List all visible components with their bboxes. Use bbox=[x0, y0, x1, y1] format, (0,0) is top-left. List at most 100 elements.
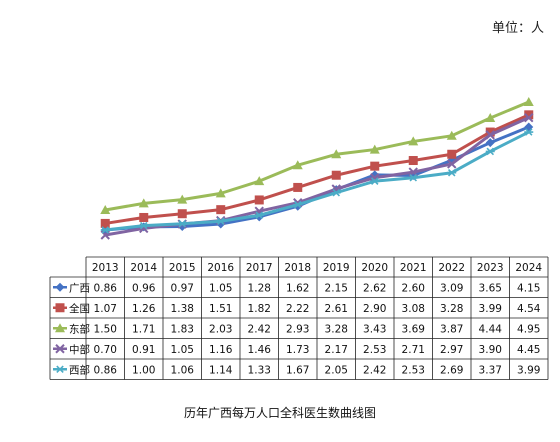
data-point bbox=[447, 149, 457, 159]
data-point bbox=[331, 188, 341, 197]
plot-area bbox=[100, 97, 534, 240]
data-label: 1.67 bbox=[286, 364, 309, 376]
data-label: 1.28 bbox=[248, 282, 271, 294]
legend-label: 西部 bbox=[69, 363, 90, 376]
data-label: 2.60 bbox=[402, 282, 425, 294]
data-point bbox=[485, 147, 495, 156]
data-label: 3.28 bbox=[325, 323, 348, 335]
data-label: 3.08 bbox=[402, 303, 425, 315]
data-point bbox=[100, 204, 111, 214]
data-point bbox=[485, 130, 495, 140]
data-point bbox=[370, 177, 380, 185]
data-label: 1.06 bbox=[171, 364, 195, 376]
data-point bbox=[100, 218, 110, 228]
data-point bbox=[138, 198, 149, 208]
data-point bbox=[215, 188, 226, 198]
x-tick-label: 2019 bbox=[323, 262, 350, 274]
series-line-3 bbox=[104, 100, 530, 212]
data-point bbox=[177, 194, 188, 204]
data-label: 4.15 bbox=[517, 282, 540, 294]
series-line-5 bbox=[105, 130, 530, 232]
data-point bbox=[254, 176, 265, 186]
data-label: 4.45 bbox=[517, 344, 540, 356]
legend-marker bbox=[55, 344, 65, 354]
unit-label: 单位：人 bbox=[492, 21, 544, 36]
data-label: 0.70 bbox=[94, 344, 117, 356]
data-point bbox=[523, 97, 534, 106]
x-tick-label: 2013 bbox=[92, 262, 119, 274]
data-label: 1.73 bbox=[286, 344, 309, 356]
data-label: 2.90 bbox=[363, 303, 386, 315]
data-point bbox=[254, 195, 264, 205]
data-point bbox=[370, 161, 380, 171]
data-point bbox=[216, 217, 226, 225]
data-label: 0.86 bbox=[94, 364, 118, 376]
data-label: 2.17 bbox=[325, 344, 348, 356]
data-label: 3.43 bbox=[363, 323, 386, 335]
data-label: 2.03 bbox=[209, 323, 232, 335]
data-label: 2.61 bbox=[325, 303, 348, 315]
data-point bbox=[216, 205, 226, 215]
x-tick-label: 2017 bbox=[246, 262, 273, 274]
data-label: 1.82 bbox=[248, 303, 271, 315]
data-point bbox=[177, 209, 187, 219]
data-label: 0.91 bbox=[132, 344, 155, 356]
x-tick-label: 2016 bbox=[207, 262, 234, 274]
data-point bbox=[139, 221, 149, 230]
data-label: 2.71 bbox=[402, 344, 425, 356]
data-point bbox=[254, 211, 264, 220]
data-label: 0.96 bbox=[132, 282, 156, 294]
data-point bbox=[524, 122, 534, 132]
data-label: 2.69 bbox=[440, 364, 463, 376]
data-point bbox=[485, 127, 495, 137]
data-point bbox=[485, 112, 496, 122]
data-point bbox=[293, 182, 303, 192]
data-label: 1.46 bbox=[248, 344, 272, 356]
data-point bbox=[292, 160, 303, 170]
data-label: 3.37 bbox=[479, 364, 502, 376]
data-label: 0.86 bbox=[94, 282, 118, 294]
legend-label: 中部 bbox=[69, 343, 90, 356]
data-label: 2.15 bbox=[325, 282, 348, 294]
data-label: 1.38 bbox=[171, 303, 194, 315]
data-label: 2.53 bbox=[402, 364, 425, 376]
data-point bbox=[177, 219, 187, 228]
x-tick-label: 2023 bbox=[477, 262, 504, 274]
data-label: 1.33 bbox=[248, 364, 271, 376]
data-label: 1.14 bbox=[209, 364, 233, 376]
series-line-2 bbox=[105, 113, 530, 225]
data-label: 3.99 bbox=[479, 303, 502, 315]
data-label: 1.00 bbox=[132, 364, 155, 376]
data-label: 1.07 bbox=[94, 303, 117, 315]
data-label: 3.28 bbox=[440, 303, 463, 315]
data-label: 2.42 bbox=[363, 364, 386, 376]
legend-label: 东部 bbox=[69, 322, 90, 335]
data-point bbox=[408, 136, 419, 146]
data-label: 2.05 bbox=[325, 364, 348, 376]
data-point bbox=[139, 212, 149, 222]
data-label: 1.16 bbox=[209, 344, 233, 356]
data-label: 1.71 bbox=[132, 323, 155, 335]
data-label: 3.65 bbox=[479, 282, 502, 294]
data-label: 2.53 bbox=[363, 344, 386, 356]
data-label: 4.44 bbox=[479, 323, 503, 335]
data-label: 4.95 bbox=[517, 323, 540, 335]
data-point bbox=[524, 110, 534, 120]
data-point bbox=[331, 170, 341, 180]
legend-label: 广西 bbox=[69, 282, 90, 294]
x-tick-label: 2015 bbox=[169, 262, 196, 274]
data-point bbox=[408, 156, 418, 166]
data-label: 3.90 bbox=[479, 344, 502, 356]
data-label: 3.99 bbox=[517, 364, 540, 376]
data-label: 1.83 bbox=[171, 323, 194, 335]
x-tick-label: 2020 bbox=[361, 262, 388, 274]
data-label: 1.26 bbox=[132, 303, 156, 315]
data-label: 3.09 bbox=[440, 282, 463, 294]
data-label: 1.05 bbox=[209, 282, 232, 294]
chart-title: 历年广西每万人口全科医生数曲线图 bbox=[184, 405, 376, 420]
x-tick-label: 2021 bbox=[400, 262, 427, 274]
data-point bbox=[446, 130, 457, 140]
legend-marker bbox=[55, 303, 65, 313]
data-point bbox=[369, 144, 380, 154]
